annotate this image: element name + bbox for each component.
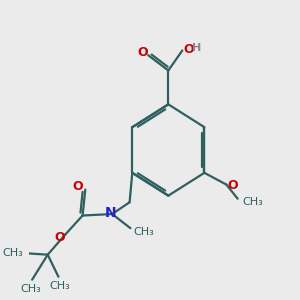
Text: O: O bbox=[137, 46, 148, 59]
Text: CH₃: CH₃ bbox=[133, 227, 154, 237]
Text: O: O bbox=[183, 43, 194, 56]
Text: N: N bbox=[105, 206, 117, 220]
Text: CH₃: CH₃ bbox=[50, 281, 70, 291]
Text: CH₃: CH₃ bbox=[20, 284, 41, 294]
Text: O: O bbox=[54, 230, 64, 244]
Text: O: O bbox=[73, 180, 83, 193]
Text: CH₃: CH₃ bbox=[2, 248, 23, 258]
Text: CH₃: CH₃ bbox=[242, 197, 263, 207]
Text: H: H bbox=[192, 43, 201, 52]
Text: O: O bbox=[227, 179, 238, 192]
